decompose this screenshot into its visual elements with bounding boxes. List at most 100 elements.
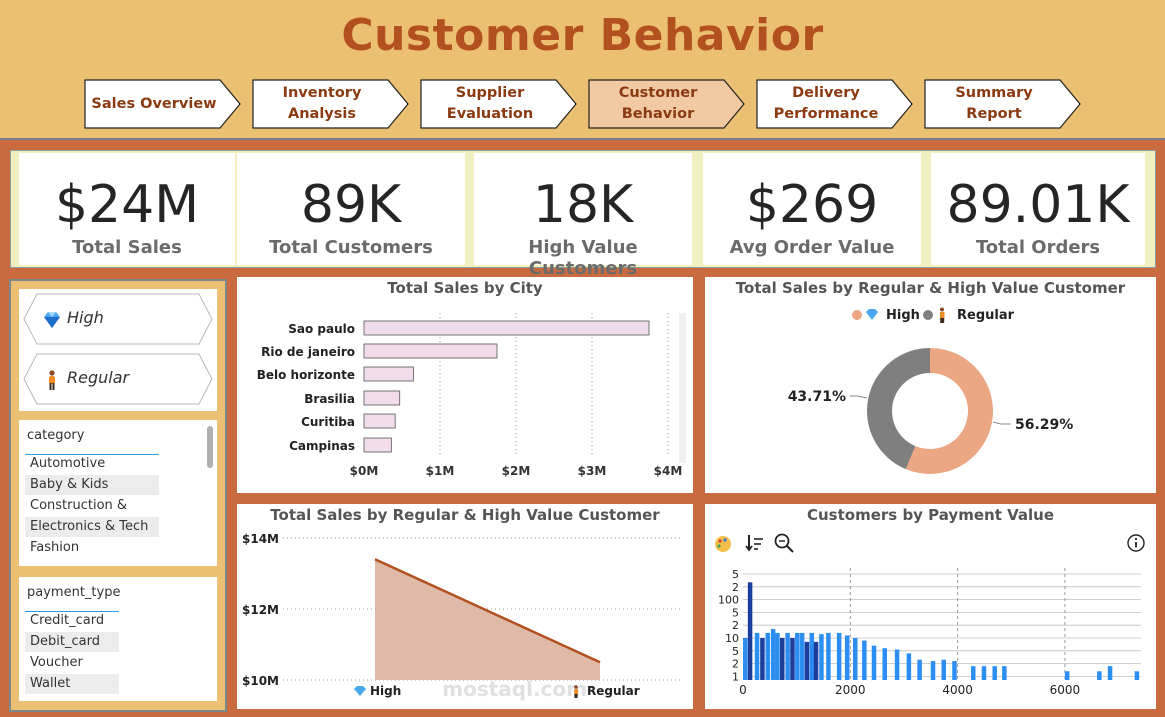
bar[interactable] [363,413,396,429]
histogram-bar[interactable] [780,638,785,680]
watermark: mostaql.com [442,677,587,701]
histogram-bar[interactable] [906,653,912,680]
zoom-icon-lens [774,533,790,549]
histogram-bar[interactable] [930,661,936,680]
kpi-label: Total Sales [72,237,182,258]
histogram-bar[interactable] [819,634,824,680]
chart-scrollbar[interactable] [679,313,686,463]
histogram-bar[interactable] [799,632,805,680]
diamond-icon-shape [354,686,366,696]
info-icon-dot [1134,537,1138,541]
slicer-item-wallet[interactable]: Wallet [25,674,119,694]
segment-button-high[interactable]: High [23,293,213,345]
y-tick-label: 2 [732,619,739,632]
x-tick-label: $2M [502,464,531,478]
histogram-bar[interactable] [754,632,760,680]
segment-button-shape [23,293,213,345]
donut-slice-regular[interactable] [867,348,930,470]
histogram-bar[interactable] [981,666,987,680]
histogram-bar[interactable] [795,632,800,680]
x-tick-label: 6000 [1050,683,1081,697]
slicer-item-debit-card[interactable]: Debit_card [25,632,119,652]
histogram-bar[interactable] [1002,666,1007,680]
nav-tab-arrow-shape [588,79,745,129]
histogram-bar[interactable] [1064,671,1070,680]
zoom-icon[interactable] [774,533,794,553]
nav-tab-summary-report[interactable]: Summary Report [924,79,1081,129]
sort-icon[interactable] [745,535,763,552]
histogram-bar[interactable] [852,638,858,680]
slicer-item-construction-tools[interactable]: Construction & Tools [30,498,128,533]
histogram-bar[interactable] [844,635,850,680]
slicer-item-automotive[interactable]: Automotive [30,456,106,471]
person-icon-head [940,307,944,312]
bar[interactable] [363,366,414,382]
histogram-bar[interactable] [952,661,957,680]
nav-tab-label: Customer Behavior [618,85,698,122]
x-category-label: Regular [587,684,640,698]
histogram-bar[interactable] [862,640,867,680]
segment-button-shape [23,353,213,405]
histogram-bar[interactable] [743,638,748,680]
histogram-bar[interactable] [765,632,771,680]
y-tick-label: $12M [242,603,279,617]
area-line[interactable] [374,558,601,664]
bar[interactable] [363,320,650,336]
dashboard-body: $24M Total Sales 89K Total Customers 18K… [0,138,1165,717]
histogram-bar[interactable] [809,632,815,680]
histogram-bar[interactable] [992,666,997,680]
slicer-item-baby-kids[interactable]: Baby & Kids [25,475,159,495]
diamond-icon [44,312,60,328]
histogram-bar[interactable] [813,641,819,680]
donut-slice-high[interactable] [905,348,993,474]
nav-tab-supplier-evaluation[interactable]: Supplier Evaluation [420,79,577,129]
histogram-bar[interactable] [971,666,976,680]
chart-title: Total Sales by City [387,279,543,297]
x-tick-label: 2000 [835,683,866,697]
nav-tab-customer-behavior[interactable]: Customer Behavior [588,79,745,129]
slicer-item-fashion[interactable]: Fashion [30,540,80,555]
histogram-bar[interactable] [804,641,810,680]
diamond-icon-shape [866,309,878,320]
palette-icon[interactable] [715,536,731,552]
bar[interactable] [363,390,401,406]
histogram-bar[interactable] [826,632,831,680]
histogram-bar[interactable] [894,649,900,680]
histogram-bar[interactable] [760,638,765,680]
histogram-bar[interactable] [836,632,842,680]
histogram-bar[interactable] [1134,671,1140,680]
chart-title: Total Sales by Regular & High Value Cust… [270,506,660,524]
bar[interactable] [363,343,498,359]
histogram-bar[interactable] [1097,671,1102,680]
leader-line [850,395,868,399]
segment-button-regular[interactable]: Regular [23,353,213,405]
histogram-bar[interactable] [871,645,877,680]
palette-icon-dot [718,539,722,543]
histogram-bar[interactable] [941,659,947,680]
y-tick-label: 2 [732,658,739,671]
histogram-bar[interactable] [917,659,922,680]
histogram-bar[interactable] [770,629,776,680]
slicer-scrollbar[interactable] [207,426,213,468]
info-icon[interactable] [1127,534,1145,552]
nav-tab-arrow-shape [756,79,913,129]
slicer-item-credit-card[interactable]: Credit_card [30,613,105,628]
city-label: Campinas [289,439,355,453]
nav-tab-sales-overview[interactable]: Sales Overview [84,79,241,129]
x-tick-label: $1M [426,464,455,478]
nav-tab-inventory-analysis[interactable]: Inventory Analysis [252,79,409,129]
histogram-bar[interactable] [882,648,887,680]
histogram-bar[interactable] [785,632,790,680]
nav-tab-outline [756,79,913,129]
kpi-label: Avg Order Value [729,237,895,258]
bar[interactable] [363,437,392,453]
x-tick-label: $3M [578,464,607,478]
nav-tab-delivery-performance[interactable]: Delivery Performance [756,79,913,129]
category-slicer: category Automotive Baby & Kids Construc… [19,420,217,566]
histogram-bar[interactable] [790,638,795,680]
histogram-bar[interactable] [1107,666,1113,680]
histogram-bar[interactable] [775,632,780,680]
slicer-item-electronics-tech[interactable]: Electronics & Tech [25,517,159,537]
histogram-bar[interactable] [747,582,753,680]
slicer-item-voucher[interactable]: Voucher [30,655,83,670]
